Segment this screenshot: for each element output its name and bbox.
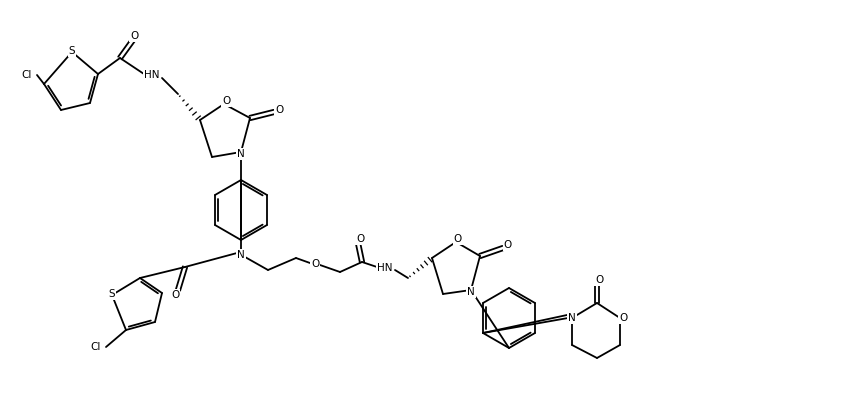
Text: O: O	[130, 31, 138, 41]
Text: S: S	[69, 46, 75, 56]
Text: HN: HN	[377, 263, 393, 273]
Text: O: O	[222, 96, 230, 106]
Text: O: O	[171, 290, 179, 300]
Text: Cl: Cl	[91, 342, 101, 352]
Text: N: N	[237, 149, 245, 159]
Text: O: O	[356, 234, 364, 244]
Text: N: N	[237, 250, 245, 260]
Text: O: O	[454, 234, 462, 244]
Text: S: S	[108, 289, 115, 299]
Text: O: O	[619, 313, 627, 323]
Text: O: O	[275, 105, 283, 115]
Text: Cl: Cl	[22, 70, 32, 80]
Text: N: N	[568, 313, 576, 323]
Text: O: O	[595, 275, 603, 285]
Text: HN: HN	[144, 70, 160, 80]
Text: N: N	[468, 287, 475, 297]
Text: N: N	[568, 313, 576, 323]
Text: O: O	[311, 259, 319, 269]
Text: O: O	[504, 240, 512, 250]
